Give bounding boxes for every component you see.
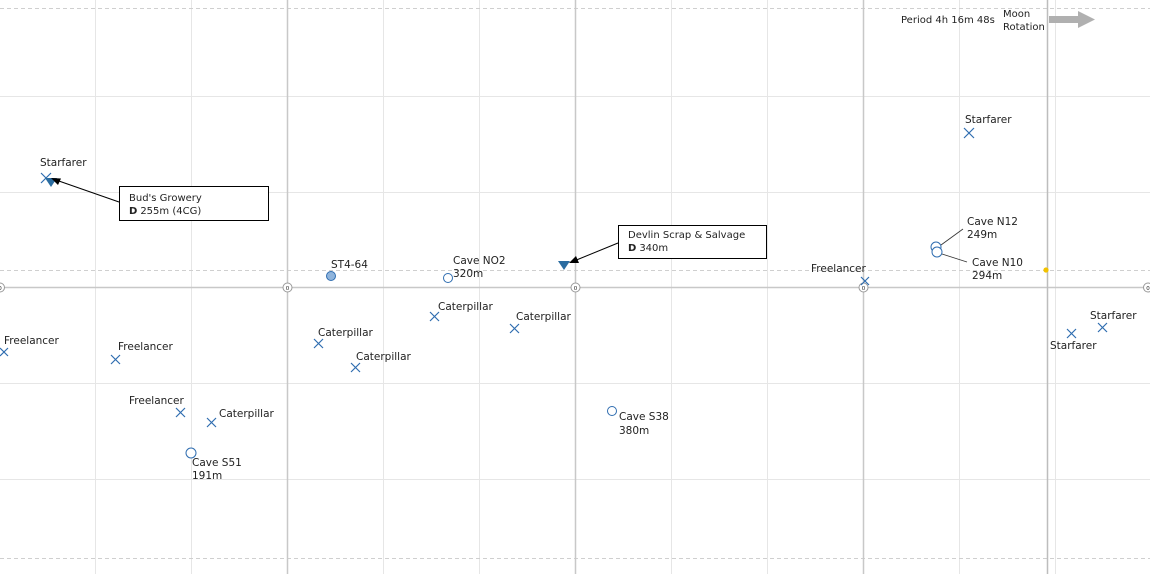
poi-caterpillar[interactable]: Caterpillar <box>429 301 494 322</box>
cave-distance: 320m <box>453 268 483 280</box>
cave-s38[interactable]: Cave S38 380m <box>607 406 669 438</box>
poi-caterpillar[interactable]: Caterpillar <box>509 311 572 334</box>
callout-box <box>618 225 767 259</box>
outpost-triangle-icon <box>558 261 570 270</box>
cave-no2[interactable]: Cave NO2 320m <box>443 255 506 283</box>
cave-marker-icon <box>931 246 943 258</box>
poi-label: Starfarer <box>40 157 87 169</box>
axis-tick-label: 0 <box>0 286 2 292</box>
outpost-name: Bud's Growery <box>129 193 202 204</box>
callout-leader <box>573 242 619 262</box>
axis-tick: 0 <box>570 282 581 293</box>
cave-name: Cave N12 <box>967 216 1018 228</box>
distance-prefix: D <box>129 206 137 217</box>
rotation-arrow-icon <box>1049 11 1095 28</box>
poi-label: Caterpillar <box>318 327 374 339</box>
cross-marker-icon <box>429 311 440 322</box>
cross-marker-icon <box>1066 328 1077 339</box>
cross-marker-icon <box>860 276 870 286</box>
distance-value: 255m (4CG) <box>140 206 201 217</box>
poi-label: Caterpillar <box>356 351 412 363</box>
period-label: Period 4h 16m 48s <box>901 15 995 26</box>
cross-marker-icon <box>350 362 361 373</box>
cave-distance: 249m <box>967 229 997 241</box>
poi-starfarer[interactable]: Starfarer <box>1050 328 1097 352</box>
rotation-label-line1: Moon <box>1003 9 1030 20</box>
outpost-name: Devlin Scrap & Salvage <box>628 230 745 241</box>
callout-arrowhead-icon <box>51 178 61 185</box>
callout-box <box>119 186 269 221</box>
outpost-distance-line: D 340m <box>628 243 668 254</box>
cave-n12[interactable]: Cave N12 249m <box>930 216 1018 253</box>
axis-tick-label: 0 <box>862 286 866 292</box>
poi-label: Starfarer <box>1090 310 1137 322</box>
cross-marker-icon <box>509 323 520 334</box>
cave-distance: 294m <box>972 270 1002 282</box>
cave-name: Cave S38 <box>619 411 669 423</box>
outpost-devlin-scrap-salvage[interactable]: Devlin Scrap & Salvage D 340m <box>558 225 767 271</box>
station-marker-icon <box>326 271 336 281</box>
cross-marker-icon <box>313 338 324 349</box>
cave-n10[interactable]: Cave N10 294m <box>931 246 1023 282</box>
poi-label: ST4-64 <box>331 259 368 271</box>
cross-marker-icon <box>206 417 217 428</box>
poi-caterpillar[interactable]: Caterpillar <box>350 351 412 373</box>
poi-label: Starfarer <box>965 114 1012 126</box>
cave-marker-icon <box>607 406 617 416</box>
cave-leader <box>940 228 964 246</box>
poi-starfarer[interactable]: Starfarer <box>1090 310 1137 333</box>
cave-name: Cave N10 <box>972 257 1023 269</box>
cross-marker-icon <box>963 127 975 139</box>
cave-marker-icon <box>443 273 453 283</box>
poi-freelancer[interactable]: Freelancer <box>129 395 186 418</box>
poi-label: Freelancer <box>118 341 174 353</box>
poi-freelancer[interactable]: Freelancer <box>0 335 60 357</box>
poi-caterpillar[interactable]: Caterpillar <box>206 408 275 428</box>
axis-tick-label: 0 <box>574 286 578 292</box>
cave-s51[interactable]: Cave S51 191m <box>185 447 242 482</box>
cave-name: Cave S51 <box>192 457 242 469</box>
poi-freelancer[interactable]: Freelancer <box>811 263 870 286</box>
poi-st4-64[interactable]: ST4-64 <box>326 259 369 281</box>
poi-label: Freelancer <box>129 395 185 407</box>
axis-tick: 0 <box>282 282 293 293</box>
poi-label: Caterpillar <box>516 311 572 323</box>
cross-marker-icon <box>175 407 186 418</box>
axis-tick: 0 <box>858 282 869 293</box>
rotation-label-line2: Rotation <box>1003 22 1045 33</box>
cave-marker-icon <box>185 447 197 459</box>
callout-arrowhead-icon <box>569 256 579 263</box>
cross-marker-icon <box>0 347 9 357</box>
poi-label: Freelancer <box>811 263 867 275</box>
cave-leader <box>941 253 968 263</box>
cave-distance: 380m <box>619 425 649 437</box>
axis-tick: 0 <box>1143 282 1150 293</box>
poi-freelancer[interactable]: Freelancer <box>110 341 174 365</box>
cross-marker-icon <box>1097 322 1108 333</box>
axis-tick-label: 0 <box>286 286 290 292</box>
poi-label: Freelancer <box>4 335 60 347</box>
axis-tick-label: 0 <box>1146 286 1150 292</box>
cave-name: Cave NO2 <box>453 255 506 267</box>
axis-tick: 0 <box>0 282 5 293</box>
poi-starfarer[interactable]: Starfarer <box>963 114 1012 139</box>
cave-distance: 191m <box>192 470 222 482</box>
poi-label: Caterpillar <box>219 408 275 420</box>
poi-label: Caterpillar <box>438 301 494 313</box>
sun-marker-icon <box>1043 267 1049 273</box>
cross-marker-icon <box>110 354 121 365</box>
outpost-buds-growery[interactable]: Bud's Growery D 255m (4CG) <box>45 178 269 221</box>
poi-label: Starfarer <box>1050 340 1097 352</box>
poi-caterpillar[interactable]: Caterpillar <box>313 327 374 349</box>
outpost-distance-line: D 255m (4CG) <box>129 206 201 217</box>
distance-value: 340m <box>639 243 668 254</box>
callout-leader <box>55 179 120 203</box>
distance-prefix: D <box>628 243 636 254</box>
